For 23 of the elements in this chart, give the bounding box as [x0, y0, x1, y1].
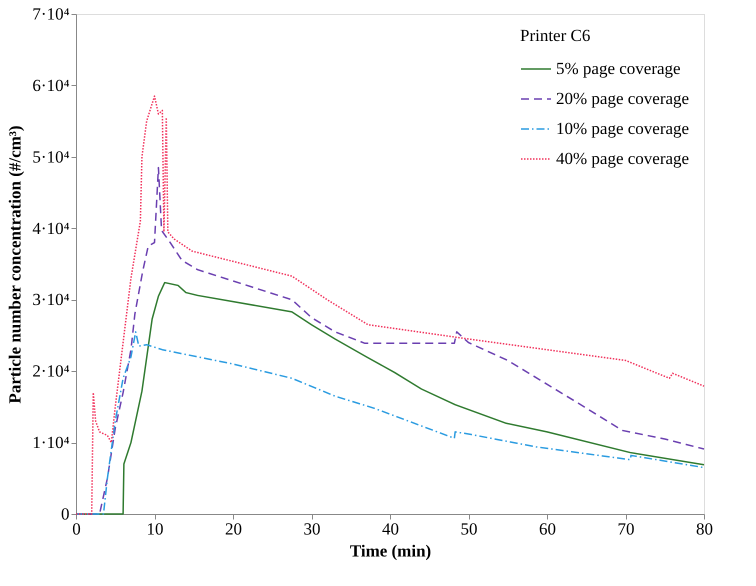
x-tick-label: 30 [304, 520, 320, 538]
legend-label: 10% page coverage [556, 119, 690, 138]
y-tick-label: 2·10⁴ [32, 362, 70, 381]
x-tick-label: 50 [460, 520, 478, 538]
y-tick-label: 1·10⁴ [32, 433, 70, 452]
y-tick-label: 6·10⁴ [32, 76, 70, 95]
legend-label: 40% page coverage [556, 149, 690, 168]
x-tick-label: 80 [696, 520, 713, 538]
y-tick-label: 3·10⁴ [32, 290, 70, 310]
y-tick-label: 7·10⁴ [32, 4, 70, 24]
legend-label: 20% page coverage [556, 89, 690, 108]
y-tick-label: 4·10⁴ [32, 218, 70, 238]
y-tick-label: 0 [61, 504, 70, 524]
x-tick-label: 20 [225, 520, 242, 538]
y-tick-label: 5·10⁴ [32, 147, 70, 166]
y-axis-title: Particle number concentration (#/cm³) [5, 125, 24, 404]
x-tick-label: 10 [146, 520, 164, 538]
legend-label: 5% page coverage [556, 59, 681, 78]
x-axis-title: Time (min) [350, 542, 432, 560]
x-tick-label: 70 [618, 520, 634, 538]
x-tick-label: 40 [382, 520, 399, 538]
legend-title: Printer C6 [520, 26, 590, 45]
x-tick-label: 60 [539, 520, 556, 538]
